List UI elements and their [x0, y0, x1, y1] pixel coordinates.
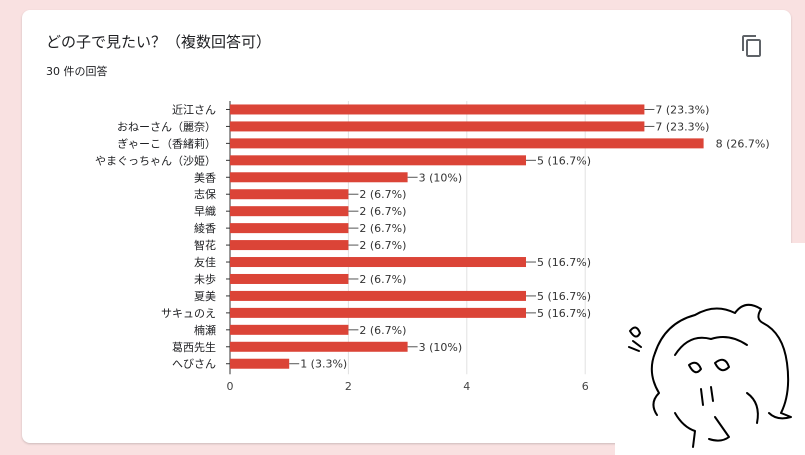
value-label: 3 (10%)	[419, 171, 463, 184]
x-tick-label: 6	[582, 380, 589, 393]
value-label: 5 (16.7%)	[537, 290, 591, 303]
value-label: 7 (23.3%)	[655, 120, 709, 133]
bar	[230, 324, 349, 335]
value-label: 2 (6.7%)	[359, 273, 406, 286]
x-tick-label: 4	[463, 380, 470, 393]
category-label: 友佳	[194, 255, 216, 269]
bar	[230, 223, 349, 234]
category-label: 夏美	[194, 290, 216, 303]
value-label: 1 (3.3%)	[300, 358, 347, 371]
question-title: どの子で見たい？（複数回答可）	[46, 33, 272, 51]
bar	[230, 155, 526, 166]
bar	[230, 138, 704, 149]
bar	[230, 257, 526, 268]
bar	[230, 273, 349, 284]
value-label: 5 (16.7%)	[537, 154, 591, 167]
bar	[230, 290, 526, 301]
value-label: 8 (26.7%)	[716, 137, 770, 150]
bar	[230, 358, 290, 369]
value-label: 5 (16.7%)	[537, 256, 591, 269]
category-label: 近江さん	[172, 103, 216, 116]
bar	[230, 121, 645, 132]
bar	[230, 307, 526, 318]
bar	[230, 104, 645, 115]
bar	[230, 206, 349, 217]
value-label: 2 (6.7%)	[359, 324, 406, 337]
drawing-overlay	[615, 243, 805, 455]
bar	[230, 240, 349, 251]
category-label: 楠瀬	[194, 323, 216, 337]
value-label: 2 (6.7%)	[359, 222, 406, 235]
copy-chart-button[interactable]	[740, 34, 764, 58]
category-label: サキュのえ	[161, 307, 216, 320]
bar	[230, 172, 408, 183]
sketch-drawing	[628, 303, 792, 448]
response-count: 30 件の回答	[46, 65, 108, 78]
category-label: 智花	[194, 238, 216, 252]
category-label: やまぐっちゃん（沙姫）	[95, 153, 216, 167]
category-label: ぎゃーこ（香緒莉）	[117, 136, 216, 150]
bar	[230, 189, 349, 200]
value-label: 5 (16.7%)	[537, 307, 591, 320]
value-label: 7 (23.3%)	[655, 103, 709, 116]
value-label: 2 (6.7%)	[359, 205, 406, 218]
category-label: 志保	[194, 187, 216, 201]
category-label: 未歩	[194, 272, 216, 286]
bar	[230, 341, 408, 352]
value-label: 2 (6.7%)	[359, 188, 406, 201]
category-label: 早織	[194, 205, 216, 218]
value-label: 2 (6.7%)	[359, 239, 406, 252]
category-label: おねーさん（麗奈）	[117, 119, 216, 133]
x-tick-label: 0	[227, 380, 234, 393]
category-label: 葛西先生	[172, 340, 216, 354]
copy-icon	[742, 35, 761, 57]
x-tick-label: 2	[345, 380, 352, 393]
category-label: 美香	[194, 171, 216, 184]
value-label: 3 (10%)	[419, 341, 463, 354]
category-label: へびさん	[172, 358, 216, 371]
category-label: 綾香	[194, 222, 216, 235]
